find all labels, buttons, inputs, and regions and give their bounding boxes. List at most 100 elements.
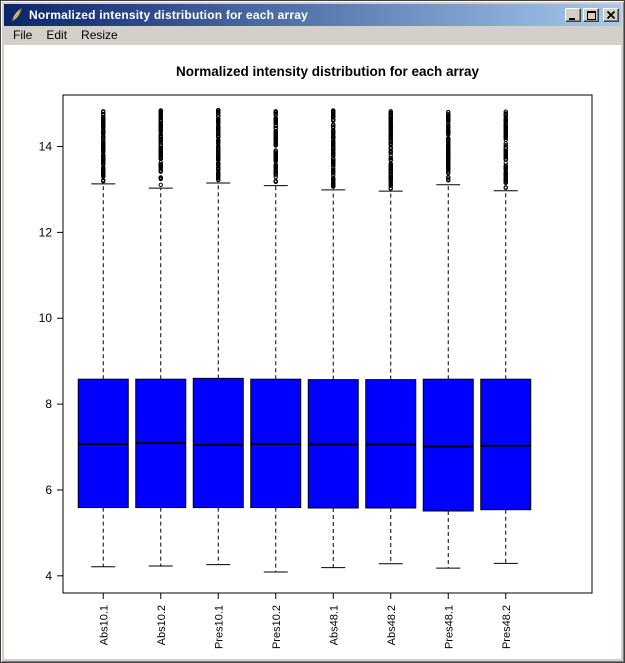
outlier-point	[101, 117, 106, 122]
outlier-point	[216, 170, 221, 176]
outlier-point	[216, 140, 221, 145]
outlier-point	[503, 165, 508, 170]
outlier-point	[503, 150, 508, 156]
menu-item-file[interactable]: File	[13, 28, 33, 42]
plot-border	[62, 94, 593, 594]
iqr-box	[480, 378, 532, 511]
y-tick-label: 10	[39, 311, 53, 325]
outlier-point	[273, 163, 278, 168]
outlier-point	[101, 134, 106, 140]
outlier-point	[158, 112, 163, 117]
outlier-point	[388, 165, 393, 170]
outlier-point	[273, 130, 278, 136]
outlier-point	[158, 136, 163, 142]
outlier-point	[273, 167, 278, 172]
outlier-point	[388, 168, 393, 173]
outlier-point	[158, 155, 163, 161]
x-tick-label: Pres10.2	[271, 605, 283, 649]
outlier-point	[101, 137, 106, 142]
minimize-button[interactable]	[565, 8, 581, 22]
outlier-point	[446, 125, 451, 130]
outlier-point	[503, 148, 508, 153]
outlier-point	[101, 115, 106, 120]
outlier-point	[388, 133, 393, 139]
outlier-point	[273, 174, 278, 180]
outlier-point	[331, 151, 336, 157]
outlier-point	[503, 146, 508, 151]
outlier-point	[388, 172, 393, 178]
outlier-point	[273, 169, 278, 174]
outlier-point	[216, 130, 221, 136]
outlier-point	[388, 139, 393, 144]
outlier-point	[216, 116, 221, 121]
outlier-point	[446, 166, 451, 172]
outlier-point	[273, 179, 278, 184]
feather-icon	[11, 7, 22, 22]
outlier-point	[331, 130, 336, 135]
outlier-point	[503, 155, 508, 160]
y-tick-label: 4	[45, 569, 52, 583]
outlier-point	[216, 168, 221, 173]
outlier-point	[446, 177, 451, 182]
outlier-point	[101, 177, 106, 183]
outlier-point	[158, 162, 163, 167]
outlier-point	[158, 163, 163, 169]
outlier-point	[216, 110, 221, 116]
close-button[interactable]	[603, 8, 619, 22]
outlier-point	[101, 149, 106, 155]
outlier-point	[446, 131, 451, 137]
outlier-point	[158, 134, 163, 139]
outlier-point	[446, 136, 451, 142]
outlier-point	[216, 118, 221, 124]
outlier-point	[446, 157, 451, 163]
outlier-point	[503, 180, 508, 185]
outlier-point	[101, 143, 106, 148]
x-tick-label: Abs10.2	[156, 605, 168, 645]
outlier-point	[503, 178, 508, 183]
y-tick-label: 12	[39, 225, 53, 239]
outlier-point	[216, 107, 221, 113]
outlier-point	[158, 117, 163, 122]
window-title: Normalized intensity distribution for ea…	[29, 8, 308, 22]
outlier-point	[503, 109, 508, 114]
outlier-point	[101, 166, 106, 172]
outlier-point	[331, 128, 336, 133]
outlier-point	[388, 109, 393, 114]
outlier-point	[158, 108, 163, 113]
x-tick-label: Pres48.1	[443, 605, 455, 649]
title-bar[interactable]: Normalized intensity distribution for ea…	[4, 4, 621, 26]
outlier-point	[446, 123, 451, 128]
outlier-point	[273, 141, 278, 146]
outlier-point	[101, 169, 106, 174]
iqr-box	[192, 377, 244, 509]
outlier-point	[331, 134, 336, 139]
outlier-point	[216, 177, 221, 182]
maximize-button[interactable]	[583, 8, 599, 22]
menu-item-resize[interactable]: Resize	[81, 28, 118, 42]
outlier-point	[503, 130, 508, 136]
outlier-point	[331, 173, 336, 178]
outlier-point	[331, 168, 336, 174]
outlier-point	[101, 171, 106, 177]
outlier-point	[331, 162, 336, 168]
y-tick-label: 6	[45, 483, 52, 497]
outlier-point	[446, 138, 451, 143]
x-tick-label: Pres48.2	[501, 605, 513, 649]
outlier-point	[331, 124, 336, 129]
outlier-point	[216, 124, 221, 130]
outlier-point	[503, 185, 508, 190]
outlier-point	[273, 137, 278, 142]
outlier-point	[446, 168, 451, 174]
outlier-point	[503, 128, 508, 134]
outlier-point	[216, 137, 221, 142]
window-controls	[565, 8, 619, 22]
menu-bar: File Edit Resize	[4, 26, 621, 45]
outlier-point	[158, 146, 163, 151]
outlier-point	[158, 129, 163, 134]
menu-item-edit[interactable]: Edit	[46, 28, 68, 42]
y-tick-label: 8	[45, 397, 52, 411]
outlier-point	[388, 174, 393, 179]
outlier-point	[331, 122, 336, 127]
outlier-point	[101, 145, 106, 151]
x-tick-label: Abs48.1	[328, 605, 340, 645]
